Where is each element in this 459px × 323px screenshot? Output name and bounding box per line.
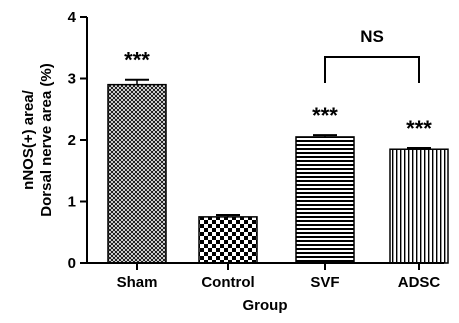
bar-svf xyxy=(295,136,355,264)
bar-control xyxy=(198,216,258,264)
comparison-bracket xyxy=(324,56,420,83)
x-tick-label-svf: SVF xyxy=(310,274,339,291)
y-tick-label: 2 xyxy=(68,132,76,149)
x-tick-label-control: Control xyxy=(201,274,254,291)
x-tick-label-sham: Sham xyxy=(117,274,158,291)
y-tick-label: 1 xyxy=(68,194,76,211)
significance-sham: *** xyxy=(124,48,150,73)
x-axis-title: Group xyxy=(243,297,288,314)
significance-adsc: *** xyxy=(406,116,432,141)
y-tick-label: 3 xyxy=(68,71,76,88)
bar-adsc xyxy=(389,148,449,264)
bar-sham xyxy=(107,83,167,264)
y-axis-title-line-1: nNOS(+) area/ xyxy=(20,89,37,189)
y-axis-title-line-2: Dorsal nerve area (%) xyxy=(38,63,55,216)
comparison-label: NS xyxy=(360,27,384,46)
y-tick-label: 0 xyxy=(68,255,76,272)
y-tick-label: 4 xyxy=(68,9,77,26)
x-tick-label-adsc: ADSC xyxy=(398,274,441,291)
significance-svf: *** xyxy=(312,103,338,128)
